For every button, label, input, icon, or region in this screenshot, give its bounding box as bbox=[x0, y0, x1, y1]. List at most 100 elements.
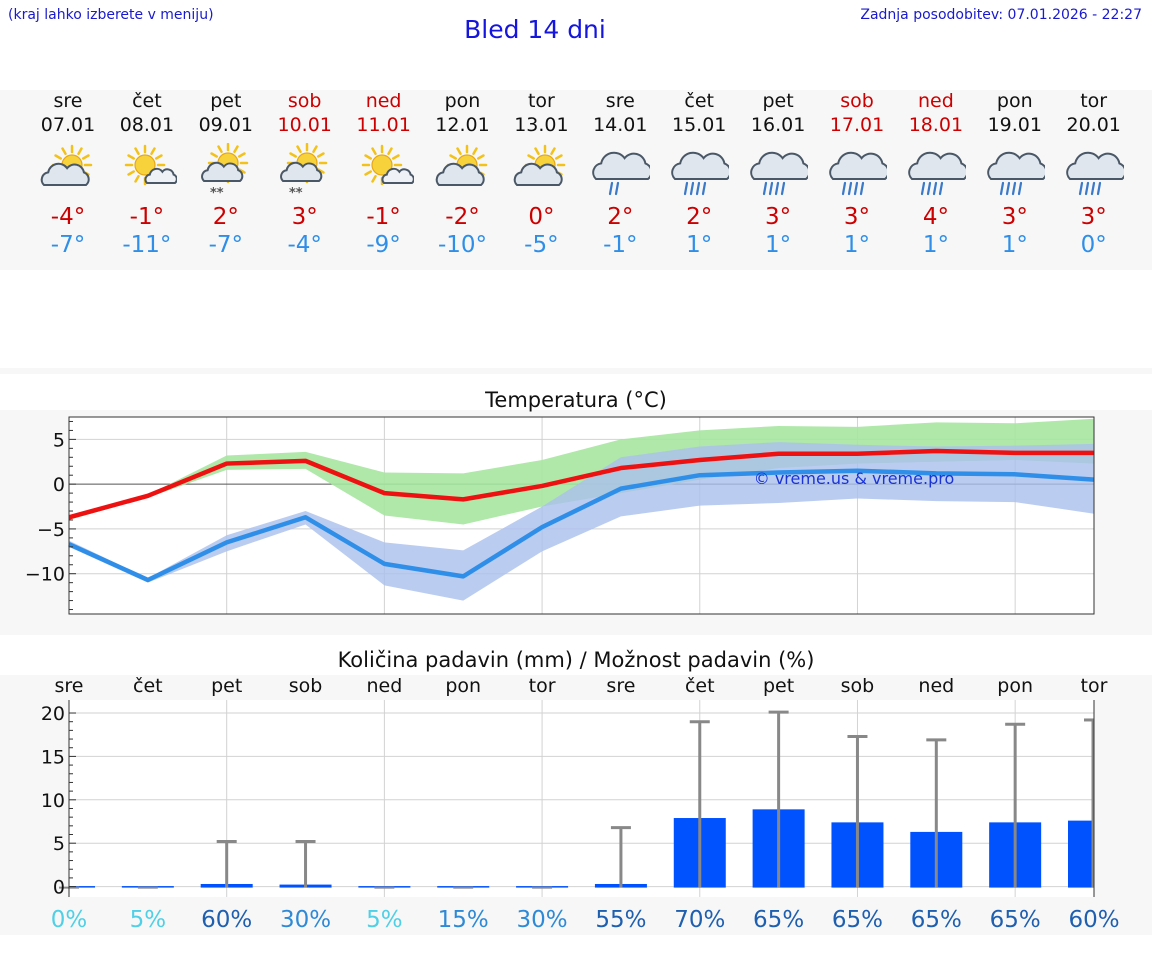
day-name: sre bbox=[605, 90, 635, 112]
svg-text:**: ** bbox=[210, 186, 224, 199]
precipitation-probability: 30% bbox=[280, 907, 331, 933]
day-date: 09.01 bbox=[198, 114, 253, 136]
forecast-day: sob 17.01 3° 1° bbox=[817, 90, 897, 259]
forecast-day: tor 20.01 3° 0° bbox=[1054, 90, 1134, 259]
precipitation-probability: 0% bbox=[51, 907, 88, 933]
precipitation-probability: 5% bbox=[366, 907, 403, 933]
heavy-rain-cloud-icon bbox=[671, 151, 730, 196]
forecast-day: čet 15.01 2° 1° bbox=[659, 90, 739, 259]
min-temperature: -9° bbox=[366, 232, 401, 258]
forecast-day: pon 19.01 3° 1° bbox=[975, 90, 1055, 259]
precipitation-probability: 30% bbox=[517, 907, 568, 933]
heavy-rain-cloud-icon bbox=[750, 151, 809, 196]
min-temperature: 1° bbox=[922, 232, 949, 258]
day-date: 07.01 bbox=[40, 114, 96, 136]
max-temperature: 4° bbox=[922, 204, 949, 230]
day-label: tor bbox=[529, 675, 556, 697]
forecast-day: sre 07.01 -4° -7° bbox=[28, 90, 108, 259]
min-temperature: 1° bbox=[1001, 232, 1028, 258]
heavy-rain-cloud-icon bbox=[829, 151, 887, 196]
day-label: tor bbox=[1081, 675, 1108, 697]
day-name: čet bbox=[132, 90, 162, 112]
y-tick-label: 0 bbox=[53, 474, 65, 496]
precipitation-bar bbox=[1068, 820, 1094, 888]
y-tick-label: 5 bbox=[53, 429, 65, 451]
precipitation-probability: 65% bbox=[911, 907, 962, 933]
svg-text:**: ** bbox=[289, 186, 303, 199]
min-temperature: -4° bbox=[287, 232, 322, 258]
forecast-day: čet 08.01 -1° -11° bbox=[107, 90, 187, 259]
day-date: 10.01 bbox=[277, 114, 332, 136]
max-temperature: -4° bbox=[50, 204, 86, 230]
forecast-day: sre 14.01 2° -1° bbox=[580, 90, 660, 259]
day-date: 16.01 bbox=[750, 114, 806, 136]
min-temperature: -10° bbox=[437, 232, 488, 258]
sun-cloud-snow-icon: ** bbox=[279, 143, 327, 199]
precipitation-probability: 15% bbox=[438, 907, 489, 933]
y-tick-label: 0 bbox=[53, 877, 65, 899]
precipitation-probability: 65% bbox=[990, 907, 1041, 933]
min-temperature-band bbox=[69, 442, 1094, 601]
rain-cloud-icon bbox=[592, 151, 651, 196]
max-temperature: 3° bbox=[843, 204, 871, 230]
min-temperature: -5° bbox=[524, 232, 559, 258]
max-temperature: -1° bbox=[366, 204, 401, 230]
forecast-day: ned 11.01 -1° -9° bbox=[344, 90, 424, 259]
max-temperature: 3° bbox=[291, 204, 318, 230]
heavy-rain-cloud-icon bbox=[908, 151, 966, 196]
sun-cloud-icon bbox=[435, 144, 487, 186]
max-temperature: -1° bbox=[129, 204, 165, 230]
day-label: sob bbox=[289, 675, 323, 697]
day-date: 11.01 bbox=[356, 114, 411, 136]
day-name: pon bbox=[444, 90, 481, 112]
max-temperature: 3° bbox=[1001, 204, 1028, 230]
day-name: pet bbox=[762, 90, 794, 112]
temperature-chart-title: Temperatura (°C) bbox=[485, 388, 667, 412]
precipitation-chart: sre čet pet sob ned pon tor sre čet pet sob ned pon t… bbox=[41, 675, 1120, 933]
day-name: pet bbox=[210, 90, 242, 112]
temperature-chart: 5 0 −5 −10 © vreme.us & vreme.pro bbox=[25, 416, 1095, 615]
heavy-rain-cloud-icon bbox=[987, 151, 1045, 196]
day-label: sob bbox=[841, 675, 875, 697]
day-date: 18.01 bbox=[908, 114, 964, 136]
day-date: 20.01 bbox=[1066, 114, 1121, 136]
day-label: pon bbox=[997, 675, 1033, 697]
max-temperature: 2° bbox=[212, 204, 239, 230]
day-name: ned bbox=[917, 90, 954, 112]
min-temperature: 0° bbox=[1080, 232, 1107, 258]
forecast-day: pet 09.01 ** 2° -7° bbox=[186, 90, 266, 259]
precipitation-probability: 60% bbox=[201, 907, 252, 933]
max-temperature: 3° bbox=[1080, 204, 1107, 230]
precipitation-probability: 5% bbox=[130, 907, 167, 933]
min-temperature: 1° bbox=[686, 232, 713, 258]
day-label: pon bbox=[445, 675, 481, 697]
precipitation-probability: 65% bbox=[753, 907, 804, 933]
day-name: tor bbox=[1080, 90, 1108, 112]
heavy-rain-cloud-icon bbox=[1065, 151, 1124, 196]
day-name: čet bbox=[684, 90, 714, 112]
precipitation-probability: 60% bbox=[1068, 907, 1119, 933]
min-temperature: -7° bbox=[50, 232, 86, 258]
day-label: pet bbox=[763, 675, 794, 697]
precipitation-chart-title: Količina padavin (mm) / Možnost padavin … bbox=[337, 648, 815, 672]
spacer-band bbox=[0, 368, 1152, 374]
day-date: 17.01 bbox=[829, 114, 885, 136]
forecast-day: pet 16.01 3° 1° bbox=[738, 90, 818, 259]
min-temperature: -7° bbox=[208, 232, 244, 258]
min-temperature: 1° bbox=[765, 232, 792, 258]
day-label: sre bbox=[606, 675, 635, 697]
sun-small-cloud-icon bbox=[361, 144, 414, 186]
max-temperature: 2° bbox=[686, 204, 713, 230]
day-label: sre bbox=[55, 675, 84, 697]
day-label: čet bbox=[685, 675, 715, 697]
day-date: 12.01 bbox=[435, 114, 490, 136]
day-date: 08.01 bbox=[119, 114, 175, 136]
day-name: sre bbox=[53, 90, 83, 112]
header-location-note: (kraj lahko izberete v meniju) bbox=[8, 7, 214, 23]
precipitation-probability: 55% bbox=[595, 907, 646, 933]
forecast-strip: sre 07.01 -4° -7° čet 08.01 -1° -11° pet 09.01 ** 2… bbox=[0, 90, 1152, 270]
forecast-day: ned 18.01 4° 1° bbox=[896, 90, 976, 259]
plot-frame bbox=[68, 416, 1095, 615]
sun-cloud-icon bbox=[40, 144, 93, 186]
last-update: Zadnja posodobitev: 07.01.2026 - 22:27 bbox=[860, 7, 1142, 23]
